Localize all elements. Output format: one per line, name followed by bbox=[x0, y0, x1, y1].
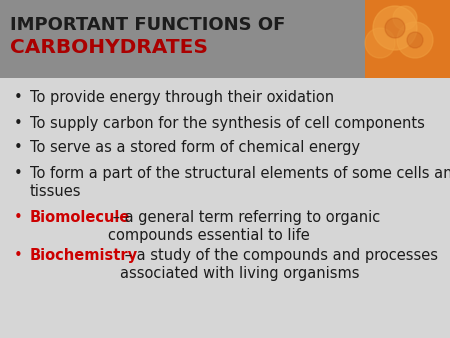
Text: •: • bbox=[14, 166, 23, 181]
Text: •: • bbox=[14, 90, 23, 105]
Bar bbox=[0, 0, 450, 78]
Text: – a general term referring to organic
compounds essential to life: – a general term referring to organic co… bbox=[108, 210, 380, 243]
Text: •: • bbox=[14, 210, 23, 225]
Text: Biochemistry: Biochemistry bbox=[30, 248, 138, 263]
Text: CARBOHYDRATES: CARBOHYDRATES bbox=[10, 38, 208, 57]
Text: •: • bbox=[14, 140, 23, 155]
Text: IMPORTANT FUNCTIONS OF: IMPORTANT FUNCTIONS OF bbox=[10, 16, 285, 34]
Text: To form a part of the structural elements of some cells and
tissues: To form a part of the structural element… bbox=[30, 166, 450, 199]
Bar bbox=[365, 0, 450, 78]
Text: To provide energy through their oxidation: To provide energy through their oxidatio… bbox=[30, 90, 334, 105]
Circle shape bbox=[385, 18, 405, 38]
Text: •: • bbox=[14, 116, 23, 131]
Text: To serve as a stored form of chemical energy: To serve as a stored form of chemical en… bbox=[30, 140, 360, 155]
Text: •: • bbox=[14, 248, 23, 263]
Circle shape bbox=[407, 32, 423, 48]
Text: – a study of the compounds and processes
associated with living organisms: – a study of the compounds and processes… bbox=[120, 248, 438, 281]
Circle shape bbox=[365, 28, 395, 58]
Text: Biomolecule: Biomolecule bbox=[30, 210, 130, 225]
Circle shape bbox=[397, 22, 433, 58]
Text: To supply carbon for the synthesis of cell components: To supply carbon for the synthesis of ce… bbox=[30, 116, 425, 131]
Circle shape bbox=[373, 6, 417, 50]
Circle shape bbox=[393, 6, 417, 30]
